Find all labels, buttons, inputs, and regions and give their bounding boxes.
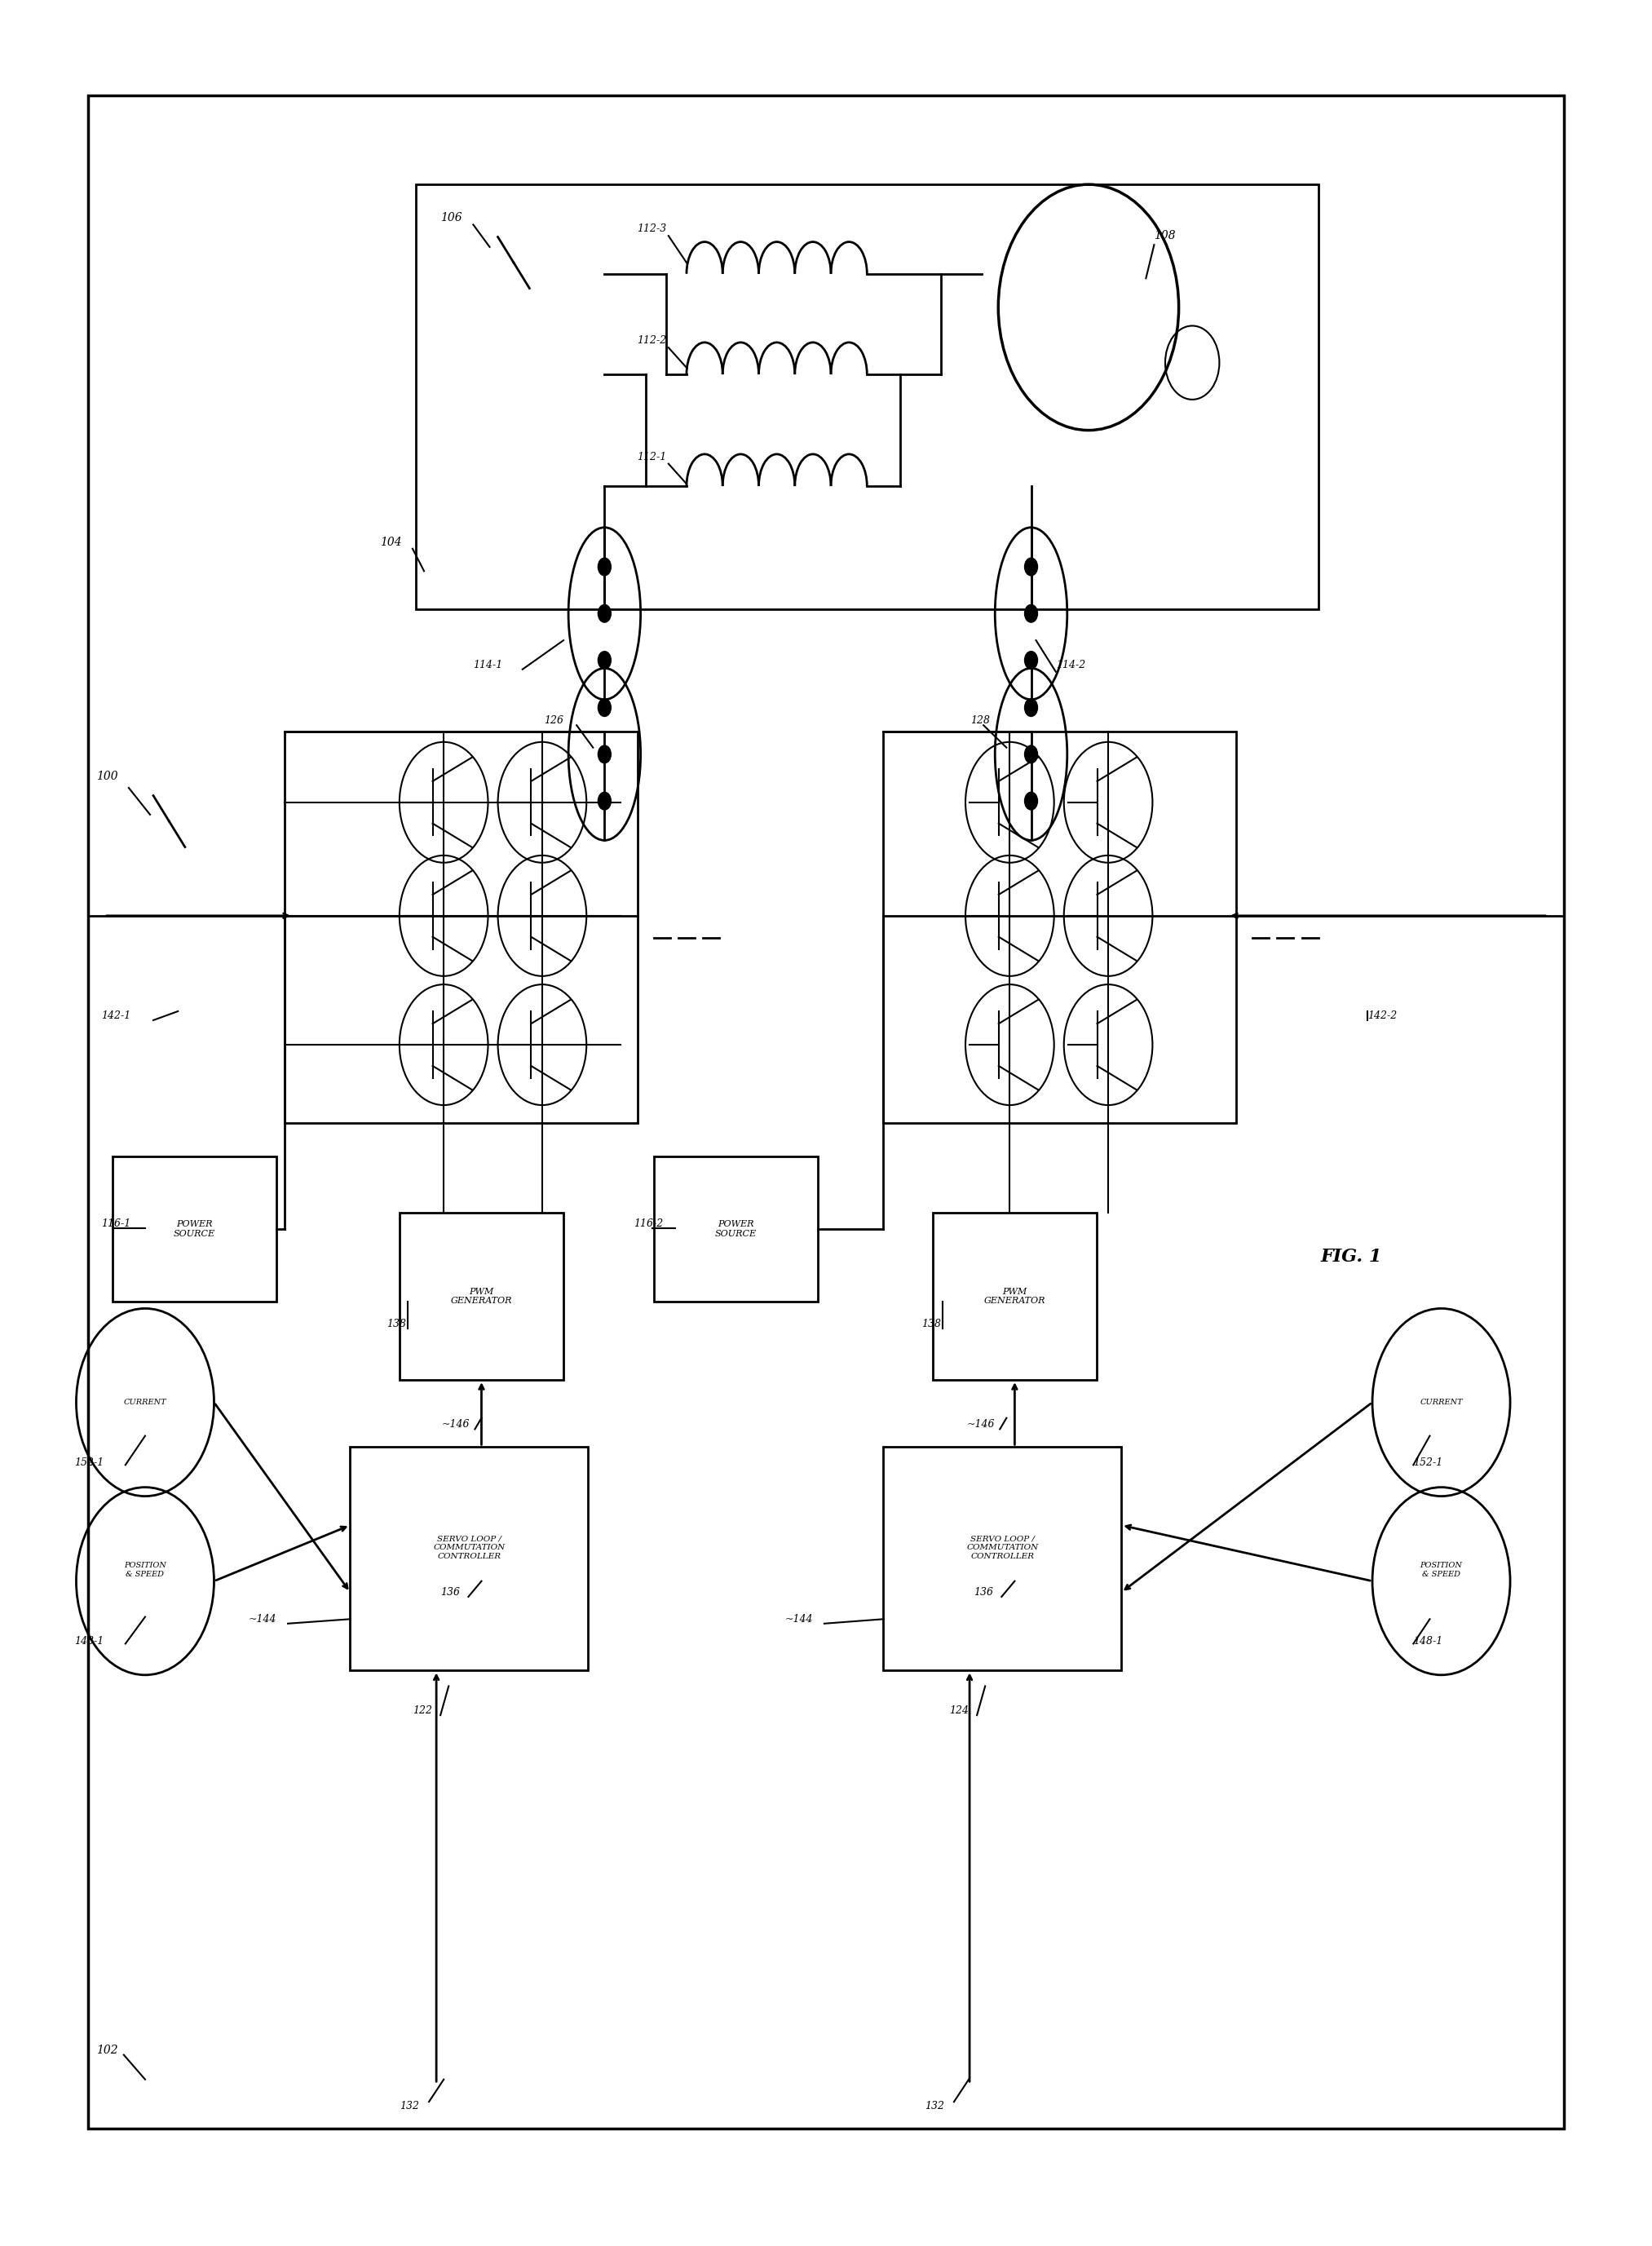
Text: ~144: ~144: [248, 1615, 276, 1624]
Text: 112-2: 112-2: [638, 335, 667, 346]
Bar: [284, 732, 638, 1123]
Text: 128: 128: [970, 716, 990, 725]
Circle shape: [1024, 746, 1037, 764]
Text: ~146: ~146: [443, 1419, 471, 1431]
Text: CURRENT: CURRENT: [124, 1399, 167, 1406]
Text: ~144: ~144: [785, 1615, 813, 1624]
Circle shape: [598, 604, 611, 622]
Text: 142-1: 142-1: [101, 1011, 131, 1022]
Text: POWER
SOURCE: POWER SOURCE: [715, 1220, 757, 1238]
Text: 152-1: 152-1: [1414, 1458, 1442, 1469]
Text: 136: 136: [973, 1588, 993, 1597]
Text: FIG. 1: FIG. 1: [1320, 1249, 1381, 1267]
Text: 152-1: 152-1: [74, 1458, 104, 1469]
Text: 142-2: 142-2: [1368, 1011, 1398, 1022]
Text: 116-2: 116-2: [634, 1217, 664, 1229]
Text: ~146: ~146: [966, 1419, 995, 1431]
Circle shape: [1024, 699, 1037, 716]
Text: 124: 124: [948, 1705, 968, 1716]
Circle shape: [1024, 651, 1037, 669]
Text: 102: 102: [96, 2044, 117, 2055]
Circle shape: [598, 557, 611, 575]
Text: 136: 136: [441, 1588, 459, 1597]
Text: 138: 138: [387, 1318, 406, 1330]
Text: 108: 108: [1155, 229, 1176, 243]
Circle shape: [598, 699, 611, 716]
Text: 104: 104: [380, 537, 401, 548]
Text: 122: 122: [413, 1705, 433, 1716]
Text: 148-1: 148-1: [1414, 1635, 1442, 1646]
Bar: [400, 1213, 563, 1379]
Text: 148-1: 148-1: [74, 1635, 104, 1646]
Bar: [654, 1157, 818, 1303]
Bar: [112, 1157, 276, 1303]
Bar: [416, 184, 1318, 609]
Text: 112-1: 112-1: [638, 451, 667, 463]
Text: 106: 106: [441, 213, 463, 225]
Text: 132: 132: [400, 2100, 420, 2111]
Text: SERVO LOOP /
COMMUTATION
CONTROLLER: SERVO LOOP / COMMUTATION CONTROLLER: [966, 1536, 1039, 1559]
Bar: [884, 732, 1236, 1123]
Text: CURRENT: CURRENT: [1419, 1399, 1462, 1406]
Bar: [350, 1446, 588, 1671]
Bar: [933, 1213, 1097, 1379]
Text: POSITION
& SPEED: POSITION & SPEED: [1421, 1561, 1462, 1579]
Text: POSITION
& SPEED: POSITION & SPEED: [124, 1561, 167, 1579]
Text: 100: 100: [96, 770, 117, 782]
Text: POWER
SOURCE: POWER SOURCE: [173, 1220, 215, 1238]
Text: PWM
GENERATOR: PWM GENERATOR: [451, 1287, 512, 1305]
Text: 114-2: 114-2: [1056, 660, 1085, 669]
Circle shape: [1024, 793, 1037, 811]
Circle shape: [1024, 604, 1037, 622]
Text: 138: 138: [922, 1318, 940, 1330]
Bar: [884, 1446, 1122, 1671]
Circle shape: [598, 651, 611, 669]
Text: 116-1: 116-1: [101, 1217, 131, 1229]
Text: PWM
GENERATOR: PWM GENERATOR: [985, 1287, 1046, 1305]
Circle shape: [598, 793, 611, 811]
Circle shape: [598, 746, 611, 764]
Text: 112-3: 112-3: [638, 225, 667, 234]
Text: SERVO LOOP /
COMMUTATION
CONTROLLER: SERVO LOOP / COMMUTATION CONTROLLER: [433, 1536, 506, 1559]
Text: 126: 126: [544, 716, 563, 725]
Text: 132: 132: [925, 2100, 943, 2111]
Circle shape: [1024, 557, 1037, 575]
Text: 114-1: 114-1: [472, 660, 502, 669]
